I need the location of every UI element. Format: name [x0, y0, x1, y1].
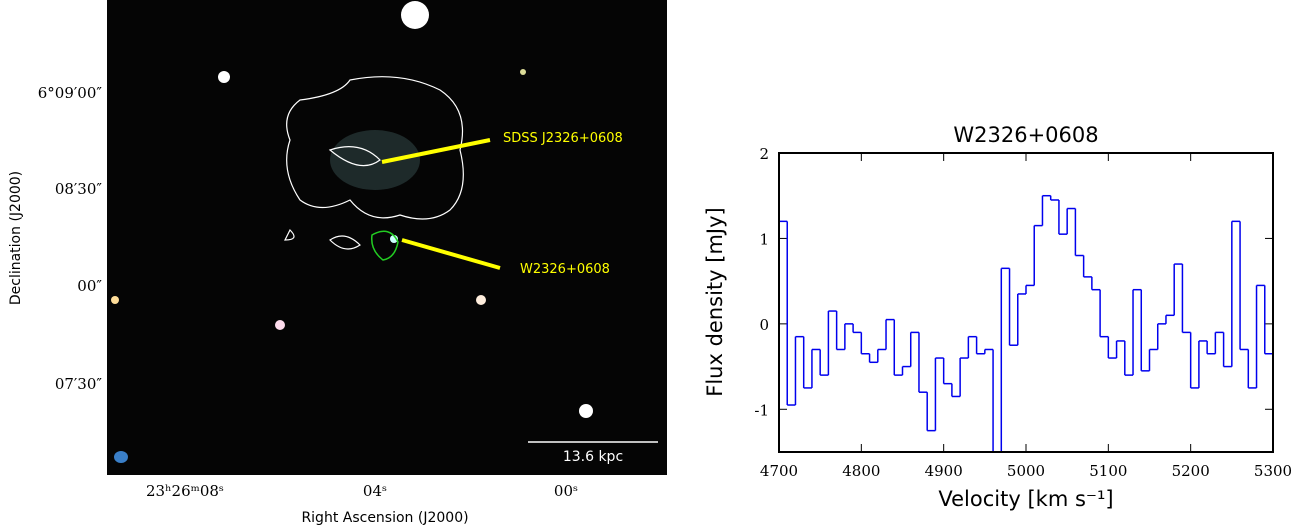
- x-tick-label: 00ˢ: [554, 482, 578, 500]
- y-tick-label: 00″: [77, 277, 102, 295]
- star: [111, 296, 119, 304]
- x-axis-label: Velocity [km s⁻¹]: [938, 487, 1113, 511]
- x-tick-label: 23ʰ26ᵐ08ˢ: [146, 482, 224, 500]
- x-tick-label: 4900: [925, 462, 963, 480]
- chart-title: W2326+0608: [953, 123, 1098, 147]
- annotation: SDSS J2326+0608: [503, 131, 623, 146]
- x-tick-label: 5300: [1254, 462, 1292, 480]
- image-panel: SDSS J2326+0608 W2326+0608 13.6 kpc 23ʰ2…: [8, 0, 667, 526]
- y-tick-label: 2: [759, 145, 769, 163]
- arrow: [381, 138, 491, 164]
- sky-image: [107, 0, 667, 475]
- star: [520, 69, 526, 75]
- annotation: W2326+0608: [520, 262, 610, 277]
- y-tick-label: 08′30″: [55, 180, 103, 198]
- x-tick-label: 04ˢ: [363, 482, 387, 500]
- x-tick-label: 5000: [1007, 462, 1045, 480]
- step-line: [779, 194, 1273, 452]
- contours: [284, 76, 464, 250]
- plot-area: 4700 4800 4900 5000 5100 5200 5300 -1 0 1 2: [754, 145, 1292, 480]
- x-tick-label: 4700: [760, 462, 798, 480]
- star: [275, 320, 285, 330]
- x-tick-label: 5200: [1172, 462, 1210, 480]
- star: [218, 71, 230, 83]
- source: [390, 235, 398, 243]
- star: [476, 295, 486, 305]
- y-tick-label: 1: [759, 230, 769, 248]
- y-tick-label: 0: [759, 316, 769, 334]
- arrow: [401, 238, 501, 270]
- y-tick-label: 07′30″: [55, 375, 103, 393]
- scale-label: 13.6 kpc: [563, 449, 623, 465]
- star: [401, 1, 429, 29]
- beam: [114, 451, 128, 463]
- y-tick-label: 6°09′00″: [38, 84, 103, 102]
- star: [579, 404, 593, 418]
- x-axis-label: Right Ascension (J2000): [301, 510, 468, 526]
- plot-frame: [778, 152, 1274, 453]
- y-axis-label: Flux density [mJy]: [703, 207, 727, 396]
- galaxy: [330, 130, 420, 190]
- green-contour: [370, 230, 399, 261]
- y-axis-label: Declination (J2000): [8, 171, 24, 305]
- y-tick-label: -1: [754, 401, 769, 419]
- x-tick-label: 5100: [1089, 462, 1127, 480]
- x-tick-label: 4800: [842, 462, 880, 480]
